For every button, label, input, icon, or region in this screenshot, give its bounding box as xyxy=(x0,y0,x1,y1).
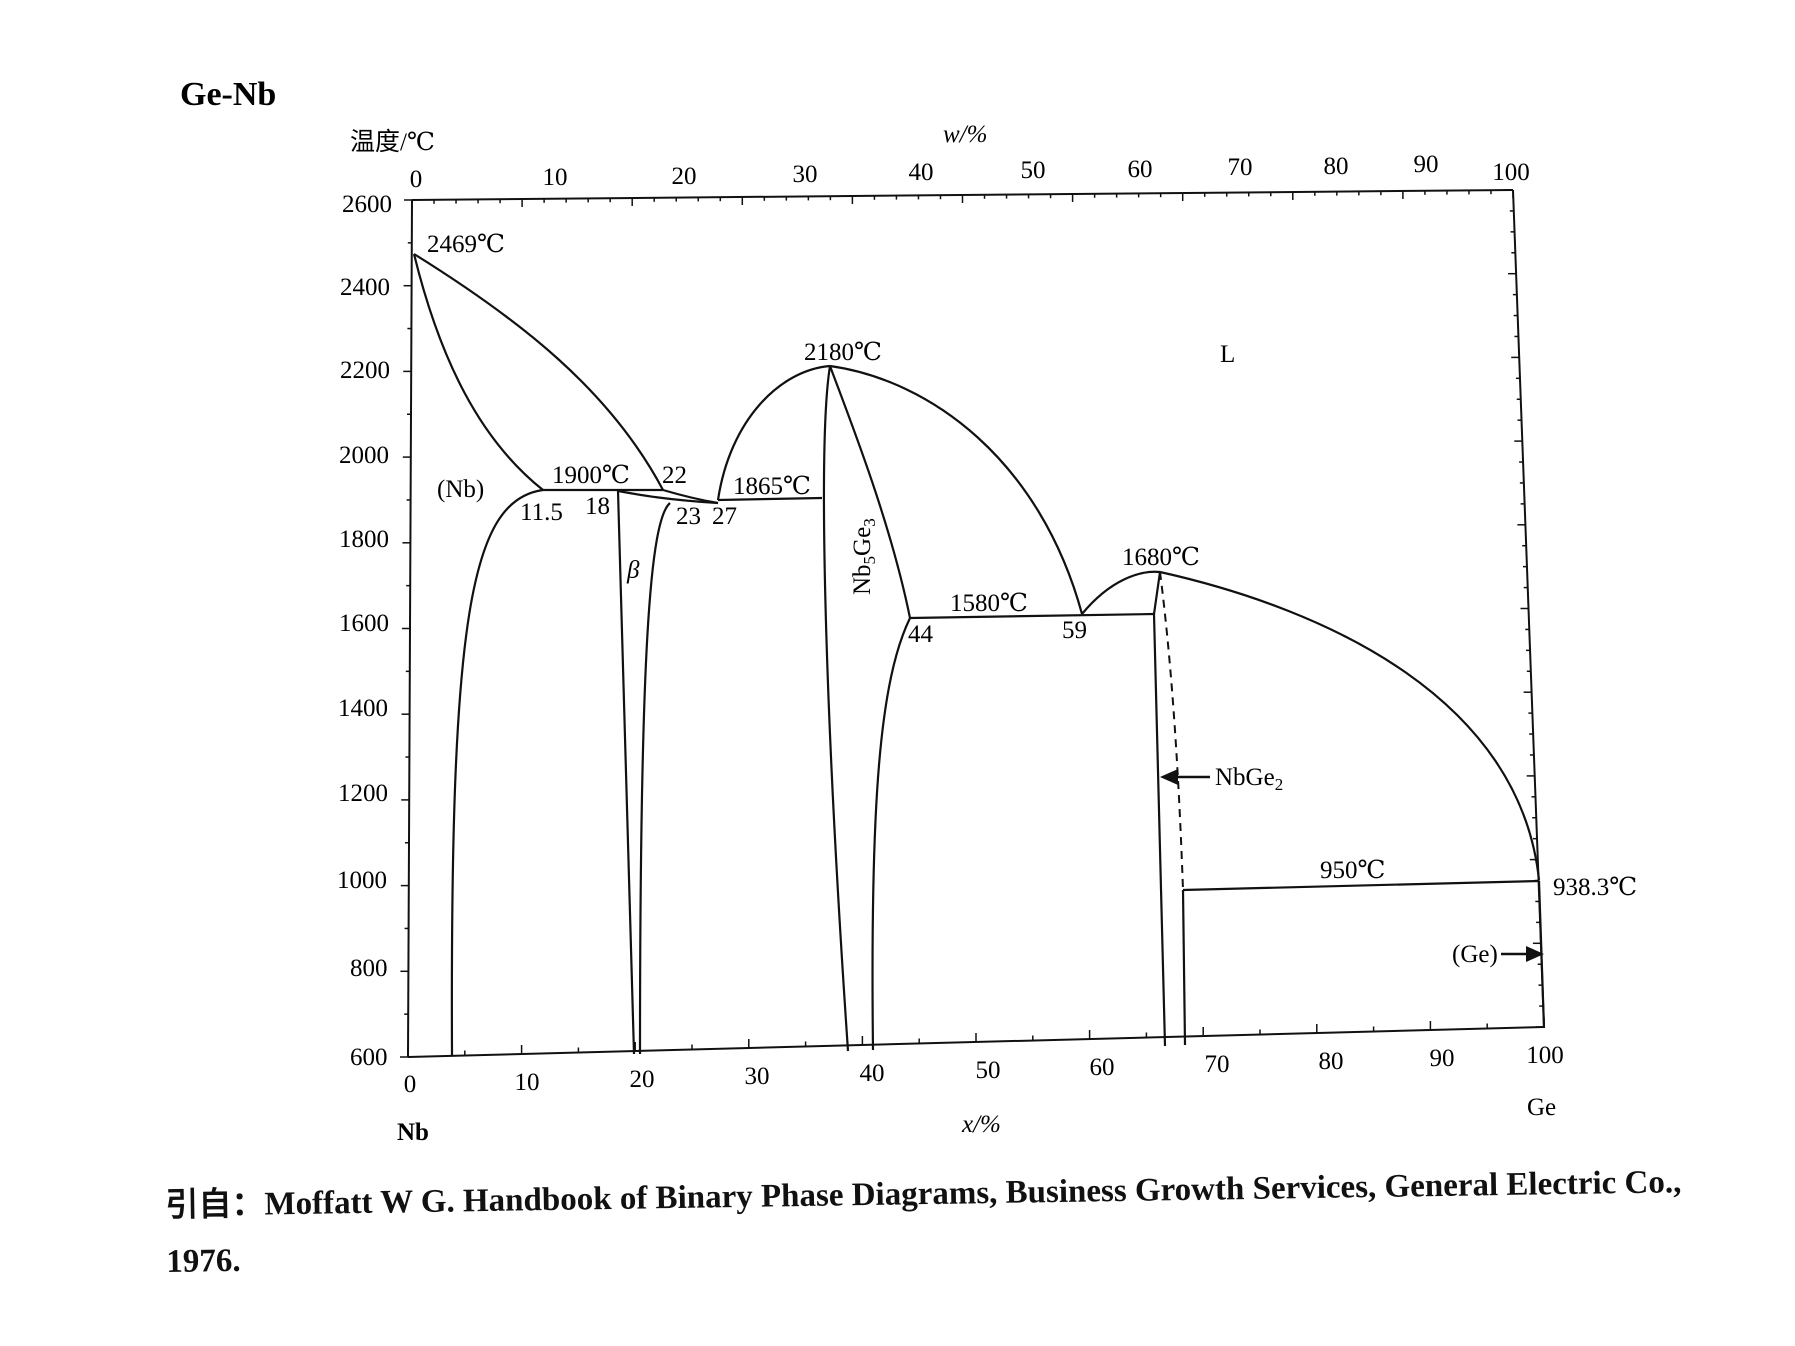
label-liquid: L xyxy=(1220,341,1235,368)
w-tick-0: 0 xyxy=(410,166,423,193)
y-tick-1600: 1600 xyxy=(339,610,389,637)
x-tick-70: 70 xyxy=(1205,1051,1230,1078)
label-nb-phase: (Nb) xyxy=(437,476,484,503)
label-18: 18 xyxy=(585,493,610,520)
w-tick-60: 60 xyxy=(1128,156,1153,183)
w-tick-70: 70 xyxy=(1228,154,1253,181)
left-element-label: Nb xyxy=(397,1119,429,1146)
label-23: 23 xyxy=(676,503,701,530)
label-nbge2: NbGe2 xyxy=(1215,764,1283,794)
label-ge-phase: (Ge) xyxy=(1452,941,1498,968)
w-tick-80: 80 xyxy=(1324,153,1349,180)
w-tick-30: 30 xyxy=(793,161,818,188)
y-tick-600: 600 xyxy=(350,1044,388,1071)
beta-top-2 xyxy=(662,488,719,505)
x-tick-20: 20 xyxy=(630,1066,655,1093)
beta-right xyxy=(638,502,671,1055)
solidus-nb xyxy=(412,253,544,491)
diagram-labels: 2469℃ 2180℃ L 1900℃ 22 (Nb) 11.5 18 1865… xyxy=(427,231,1637,968)
y-tick-2200: 2200 xyxy=(340,357,390,384)
x-tick-labels: 0 10 20 30 40 50 60 70 80 90 100 xyxy=(404,1042,1564,1098)
phase-boundaries xyxy=(412,253,1546,1057)
x-tick-60: 60 xyxy=(1090,1054,1115,1081)
label-11-5: 11.5 xyxy=(520,499,563,526)
x-tick-0: 0 xyxy=(404,1071,417,1098)
nb5ge3-left-solvus xyxy=(822,365,850,1052)
beta-left xyxy=(616,490,636,1055)
x-tick-30: 30 xyxy=(745,1063,770,1090)
plot-frame xyxy=(407,189,1545,1058)
nbge2-left xyxy=(1152,613,1167,1047)
citation-prefix: 引自： xyxy=(165,1186,265,1224)
label-1680: 1680℃ xyxy=(1122,544,1200,571)
liquidus-nb5ge3-right xyxy=(829,364,1084,615)
x-tick-10: 10 xyxy=(515,1069,540,1096)
bottom-axis-label: x/% xyxy=(961,1111,1001,1138)
isotherm-1865 xyxy=(717,496,823,502)
label-1900: 1900℃ xyxy=(552,462,630,489)
label-beta: β xyxy=(626,557,640,584)
beta-top xyxy=(617,489,719,505)
nbge2-right xyxy=(1181,889,1187,1046)
diagram-title: Ge-Nb xyxy=(180,76,276,113)
label-1865: 1865℃ xyxy=(733,473,811,500)
citation-text: Moffatt W G. Handbook of Binary Phase Di… xyxy=(264,1164,1682,1223)
top-axis-label: w/% xyxy=(943,121,987,148)
w-tick-50: 50 xyxy=(1021,157,1046,184)
label-27: 27 xyxy=(712,503,737,530)
y-axis-label: 温度/℃ xyxy=(350,128,435,156)
w-tick-10: 10 xyxy=(543,164,568,191)
nb-solvus xyxy=(450,488,544,1057)
nb5ge3-right-solidus xyxy=(828,365,912,619)
liquidus-nb5ge3-left xyxy=(716,364,831,501)
label-59: 59 xyxy=(1062,617,1087,644)
nbge2-dashed-boundary xyxy=(1159,571,1184,891)
label-938-3: 938.3℃ xyxy=(1553,874,1637,901)
x-tick-90: 90 xyxy=(1430,1045,1455,1072)
annotation-arrows xyxy=(1160,769,1544,962)
nbge2-left-upper xyxy=(1152,571,1162,615)
label-1580: 1580℃ xyxy=(950,590,1028,617)
y-tick-1200: 1200 xyxy=(338,780,388,807)
citation-year: 1976. xyxy=(166,1242,241,1280)
y-tick-1000: 1000 xyxy=(337,867,387,894)
x-tick-50: 50 xyxy=(976,1057,1001,1084)
label-44: 44 xyxy=(908,621,934,648)
label-nb5ge3: Nb5Ge3 xyxy=(849,518,879,595)
x-tick-100: 100 xyxy=(1526,1042,1564,1069)
w-tick-100: 100 xyxy=(1492,159,1530,186)
tick-marks xyxy=(400,189,1545,1058)
liquidus-nbge2-right xyxy=(1159,570,1541,881)
w-tick-20: 20 xyxy=(672,163,697,190)
y-tick-1400: 1400 xyxy=(338,695,388,722)
y-tick-2000: 2000 xyxy=(339,442,389,469)
x-tick-80: 80 xyxy=(1319,1048,1344,1075)
x-tick-40: 40 xyxy=(860,1060,885,1087)
y-tick-2600: 2600 xyxy=(342,191,392,218)
y-tick-1800: 1800 xyxy=(339,526,389,553)
label-2180: 2180℃ xyxy=(804,339,882,366)
y-tick-2400: 2400 xyxy=(340,274,390,301)
y-tick-800: 800 xyxy=(350,955,388,982)
right-element-label: Ge xyxy=(1527,1094,1556,1121)
y-tick-labels: 2600 2400 2200 2000 1800 1600 1400 1200 … xyxy=(337,191,392,1071)
liquidus-nbge2-left xyxy=(1081,570,1161,615)
isotherm-1580 xyxy=(909,612,1155,620)
label-950: 950℃ xyxy=(1320,857,1385,884)
liquidus-nb-side xyxy=(413,253,664,491)
label-22: 22 xyxy=(662,462,687,489)
w-tick-90: 90 xyxy=(1414,151,1439,178)
nb5ge3-right-solvus xyxy=(871,617,911,1051)
top-tick-labels: 0 10 20 30 40 50 60 70 80 90 100 xyxy=(410,151,1530,193)
w-tick-40: 40 xyxy=(909,159,934,186)
label-2469: 2469℃ xyxy=(427,231,505,258)
isotherm-950 xyxy=(1182,879,1540,892)
